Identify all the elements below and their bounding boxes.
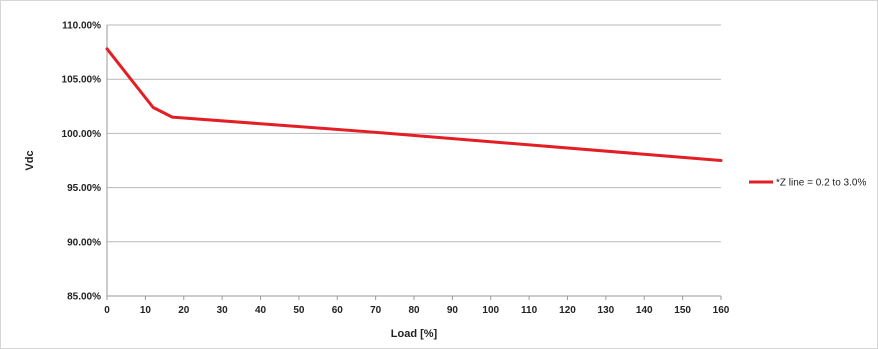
y-tick-label: 100.00% (62, 129, 102, 140)
x-tick-label: 10 (140, 305, 152, 316)
x-tick-label: 50 (293, 305, 305, 316)
x-tick-label: 120 (559, 305, 576, 316)
x-axis-title: Load [%] (391, 328, 438, 340)
y-tick-label: 105.00% (62, 75, 102, 86)
y-tick-label: 95.00% (67, 183, 101, 194)
axes (106, 25, 721, 297)
x-tick-label: 80 (408, 305, 420, 316)
x-tick-label: 70 (370, 305, 382, 316)
y-tick-label: 90.00% (67, 237, 101, 248)
series-lines (105, 47, 723, 162)
x-tick-label: 100 (482, 305, 499, 316)
x-tick-label: 160 (713, 305, 730, 316)
grid-lines (107, 24, 721, 243)
x-tick-label: 150 (674, 305, 691, 316)
x-tick-label: 30 (217, 305, 229, 316)
legend: *Z line = 0.2 to 3.0% (749, 178, 866, 189)
x-tick-label: 90 (447, 305, 459, 316)
y-axis-ticks: 85.00% 90.00% 95.00% 100.00% 105.00% 110.00% (62, 21, 102, 303)
x-tick-label: 40 (255, 305, 267, 316)
y-tick-label: 85.00% (67, 292, 101, 303)
x-tick-label: 0 (104, 305, 110, 316)
x-tick-label: 140 (636, 305, 653, 316)
x-tick-label: 20 (178, 305, 190, 316)
series-line (105, 47, 723, 162)
x-tick-label: 110 (521, 305, 538, 316)
x-tick-label: 130 (598, 305, 615, 316)
y-tick-label: 110.00% (62, 21, 101, 32)
legend-label: *Z line = 0.2 to 3.0% (776, 178, 866, 189)
x-tick-label: 60 (332, 305, 344, 316)
y-axis-title: Vdc (24, 150, 36, 170)
x-axis-ticks: 0 10 20 30 40 50 60 70 80 90 100 110 120 130 140 150 160 (104, 296, 730, 316)
